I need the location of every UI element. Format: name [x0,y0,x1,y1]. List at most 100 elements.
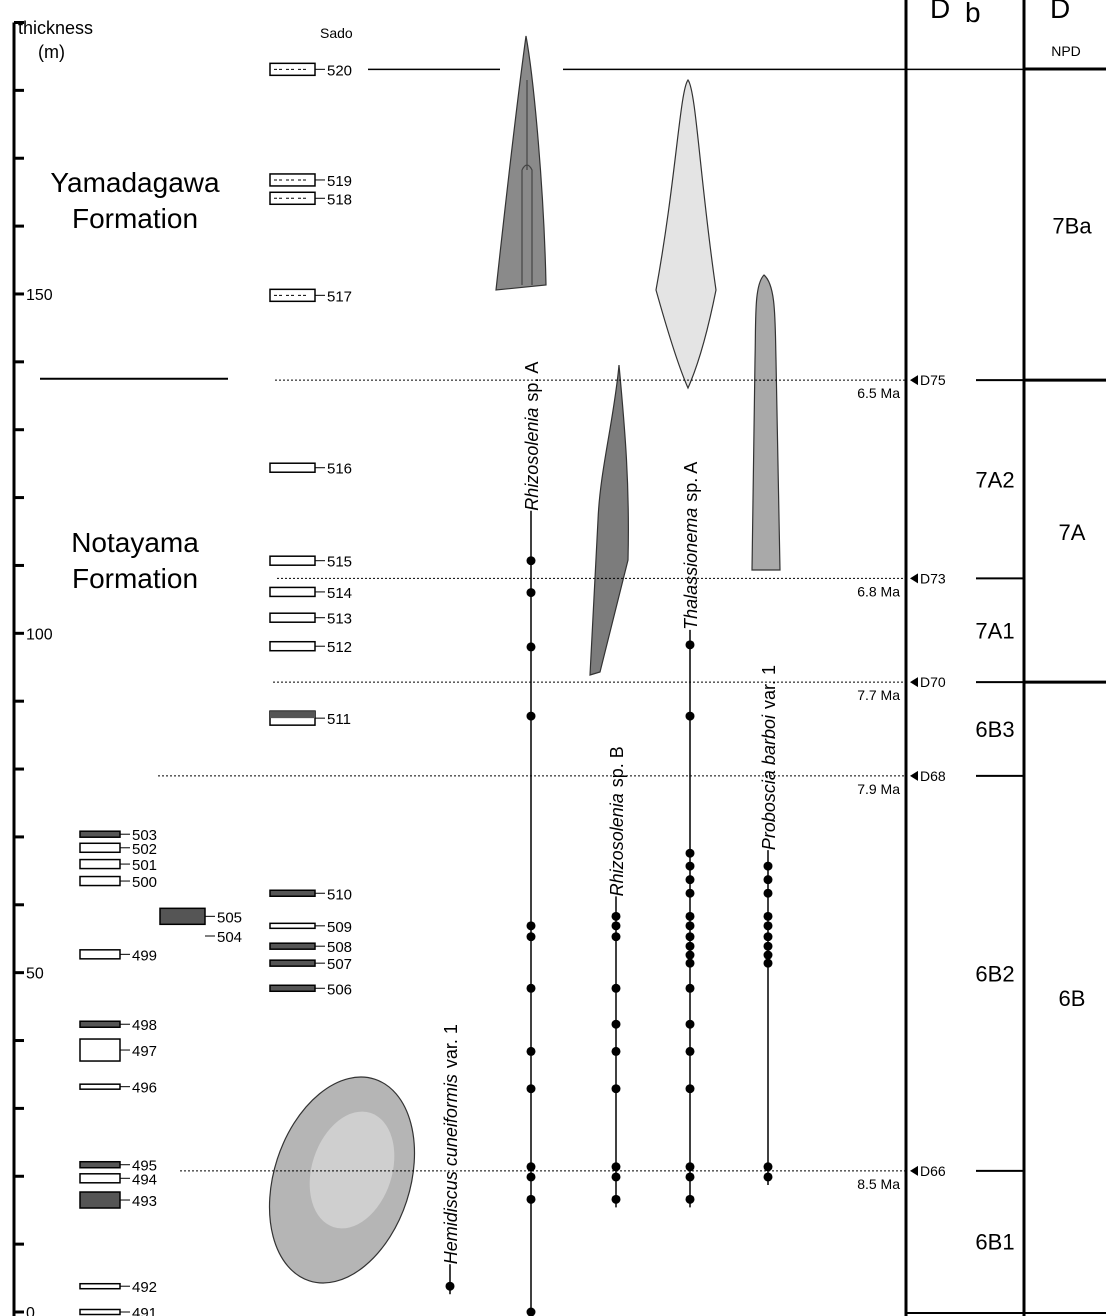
sample-bed [80,1174,120,1183]
taxon-name: Proboscia barboi var. 1 [759,665,779,850]
sample-label: 511 [327,711,351,728]
sample-bed [80,831,120,837]
occurrence [764,942,773,951]
tick-label: 50 [26,966,44,983]
sample-bed [80,1192,120,1208]
sample-bed [80,877,120,886]
occurrence [686,1162,695,1171]
occurrence [446,1282,455,1291]
occurrence [527,1047,536,1056]
sample-label: 499 [132,947,157,964]
sample-label: 510 [327,886,352,903]
occurrence [764,951,773,960]
zone-frame [906,0,1106,1316]
sample-bed [270,711,315,718]
occurrence [527,642,536,651]
sample-label: 501 [132,857,157,874]
sample-bed [270,613,315,622]
sample-bed [160,908,205,924]
occurrence [764,1162,773,1171]
occurrence [764,1172,773,1181]
occurrence [686,942,695,951]
occurrence [764,959,773,968]
header: D [930,0,950,24]
occurrence [686,959,695,968]
occurrence [764,862,773,871]
occurrence [612,1047,621,1056]
axis-unit: (m) [38,42,65,62]
sample-label: 508 [327,939,352,956]
zone-label: 6B3 [975,717,1014,742]
taxon-genus: Thalassionema [681,508,701,630]
datum-arrow [910,573,918,583]
sample-bed [270,642,315,651]
occurrence [764,912,773,921]
sample-bed [270,923,315,928]
sample-label: 513 [327,611,352,628]
taxon-genus: Proboscia barboi [759,714,779,850]
occurrence [527,1195,536,1204]
sample-bed [80,843,120,852]
sample-bed [80,1162,120,1168]
occurrence [527,921,536,930]
taxon-epithet: sp. A [681,462,701,502]
zone-label: 7Ba [1052,214,1092,239]
taxon-name: Rhizosolenia sp. B [607,746,627,896]
sample-bed [270,960,315,966]
sample-label: 514 [327,585,352,602]
sample-label: 507 [327,956,352,973]
taxon-epithet: sp. B [607,746,627,787]
sample-label: 509 [327,919,352,936]
occurrence [686,712,695,721]
sample-bed [80,1310,120,1315]
occurrence [527,932,536,941]
taxon-genus: Rhizosolenia [522,408,542,511]
section-name: Sado [320,25,353,41]
occurrence [764,921,773,930]
taxon-name: Thalassionema sp. A [681,462,701,630]
taxon-epithet: var. 1 [441,1024,461,1068]
sample-label: 512 [327,639,352,656]
sample-label: 515 [327,554,352,571]
tick-label: 100 [26,626,53,643]
occurrence [686,1172,695,1181]
sample-bed [270,985,315,991]
occurrence [527,1308,536,1316]
datum-arrow [910,771,918,781]
occurrence [686,875,695,884]
taxon-genus: Hemidiscus cuneiformis [441,1074,461,1264]
occurrence [612,1084,621,1093]
taxon-name: Rhizosolenia sp. A [522,362,542,511]
sample-bed [80,1021,120,1027]
datum-name: D68 [920,768,946,784]
occurrence [686,849,695,858]
occurrence [686,912,695,921]
taxon-epithet: sp. A [522,362,542,402]
occurrence [686,1020,695,1029]
sample-bed [270,463,315,472]
formation-name: Yamadagawa [50,167,220,198]
zone-label: 6B1 [975,1229,1014,1254]
occurrence [612,921,621,930]
sample-label: 498 [132,1017,157,1034]
occurrence [686,932,695,941]
tick-label: 0 [26,1305,35,1316]
zone-label: 7A [1059,520,1086,545]
formation-name: Formation [72,563,198,594]
datum-age: 7.7 Ma [857,687,900,703]
occurrence [686,640,695,649]
sample-label: 491 [132,1305,157,1316]
occurrence [612,1195,621,1204]
sample-bed [270,890,315,896]
sample-bed [80,1084,120,1089]
zone-label: 6B [1059,986,1086,1011]
taxon-epithet: var. 1 [759,665,779,709]
occurrence [686,1195,695,1204]
header: NPD [1051,43,1081,59]
taxon-genus: Rhizosolenia [607,793,627,896]
datum-arrow [910,375,918,385]
sample-label: 519 [327,173,352,190]
sample-bed [270,587,315,596]
occurrence [527,712,536,721]
sample-label: 497 [132,1043,157,1060]
